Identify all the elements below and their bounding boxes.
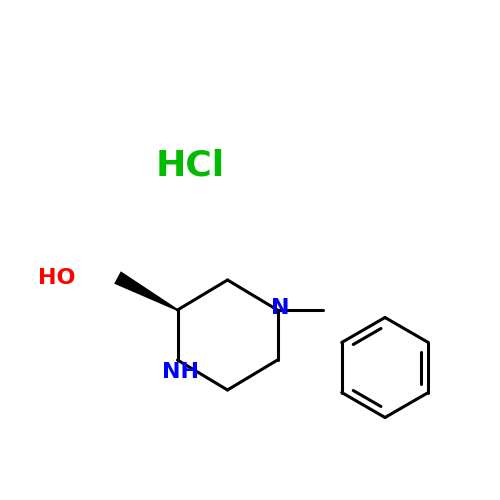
Text: NH: NH [162,362,198,382]
Polygon shape [114,272,178,311]
Text: HCl: HCl [156,148,224,182]
Text: HO: HO [38,268,75,287]
Text: N: N [271,298,289,318]
